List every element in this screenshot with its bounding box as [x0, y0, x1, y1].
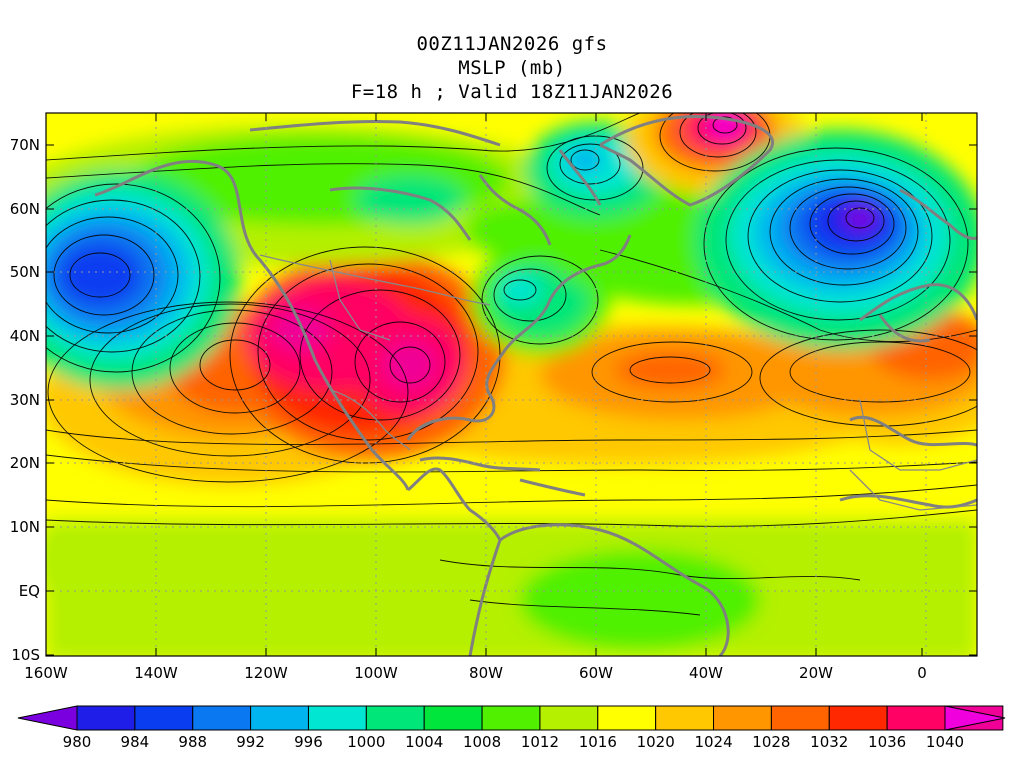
colorbar-low-arrow [17, 705, 78, 731]
colorbar-label: 1024 [694, 733, 732, 751]
colorbar-label: 984 [121, 733, 150, 751]
lon-label: 120W [244, 664, 288, 682]
lat-label: 40N [10, 327, 40, 345]
colorbar-label: 1040 [926, 733, 964, 751]
colorbar-segment [828, 705, 888, 731]
lon-label: 40W [689, 664, 723, 682]
coastlines [94, 115, 977, 656]
lat-label: EQ [19, 582, 40, 600]
colorbar-segment [307, 705, 367, 731]
lon-label: 20W [799, 664, 833, 682]
colorbar-high-arrow [944, 705, 1006, 731]
colorbar-segment [886, 705, 946, 731]
plot-frame [45, 112, 978, 657]
lon-label: 100W [354, 664, 398, 682]
colorbar-label: 1032 [810, 733, 848, 751]
lon-label: 0 [917, 664, 927, 682]
field-title: MSLP (mb) [458, 57, 566, 79]
pressure-field [46, 113, 977, 656]
colorbar-label: 1020 [637, 733, 675, 751]
colorbar-segment [365, 705, 425, 731]
colorbar-label: 1028 [752, 733, 790, 751]
colorbar-label: 988 [178, 733, 207, 751]
lat-label: 10N [10, 518, 40, 536]
lat-label: 60N [10, 200, 40, 218]
borders [259, 254, 977, 511]
colorbar-segment [655, 705, 715, 731]
colorbar-segment [713, 705, 772, 731]
lon-label: 80W [469, 664, 503, 682]
gridlines [46, 113, 977, 656]
colorbar-segment [770, 705, 830, 731]
colorbar-segment [134, 705, 194, 731]
colorbar-label: 1036 [868, 733, 906, 751]
colorbar-label: 992 [236, 733, 265, 751]
lon-label: 160W [24, 664, 68, 682]
lon-label: 60W [579, 664, 613, 682]
colorbar-label: 1012 [521, 733, 559, 751]
lat-label: 10S [11, 646, 40, 664]
longitude-axis: 160W 140W 120W 100W 80W 60W 40W 20W 0 [24, 113, 927, 682]
colorbar-label: 980 [63, 733, 92, 751]
valid-title: F=18 h ; Valid 18Z11JAN2026 [350, 81, 674, 103]
colorbar-segment [539, 705, 599, 731]
colorbar-segment [597, 705, 657, 731]
colorbar-segment [192, 705, 252, 731]
colorbar-segment [250, 705, 309, 731]
colorbar-segment [423, 705, 483, 731]
lat-label: 70N [10, 136, 40, 154]
colorbar: 980 984 988 992 996 1000 1004 1008 1012 1016 1020 1… [17, 705, 1006, 751]
run-title: 00Z11JAN2026 gfs [416, 33, 608, 55]
latitude-axis: 70N 60N 50N 40N 30N 20N 10N EQ 10S [10, 136, 977, 664]
map-title: 00Z11JAN2026 gfs MSLP (mb) F=18 h ; Vali… [0, 32, 1024, 104]
colorbar-label: 1000 [347, 733, 385, 751]
colorbar-label: 1008 [463, 733, 501, 751]
lat-label: 30N [10, 391, 40, 409]
lon-label: 140W [134, 664, 178, 682]
colorbar-label: 1016 [579, 733, 617, 751]
lat-label: 20N [10, 454, 40, 472]
colorbar-segment [481, 705, 541, 731]
lat-label: 50N [10, 263, 40, 281]
isobar-lines [46, 113, 977, 616]
colorbar-segment [76, 705, 136, 731]
colorbar-label: 996 [294, 733, 323, 751]
colorbar-label: 1004 [405, 733, 443, 751]
